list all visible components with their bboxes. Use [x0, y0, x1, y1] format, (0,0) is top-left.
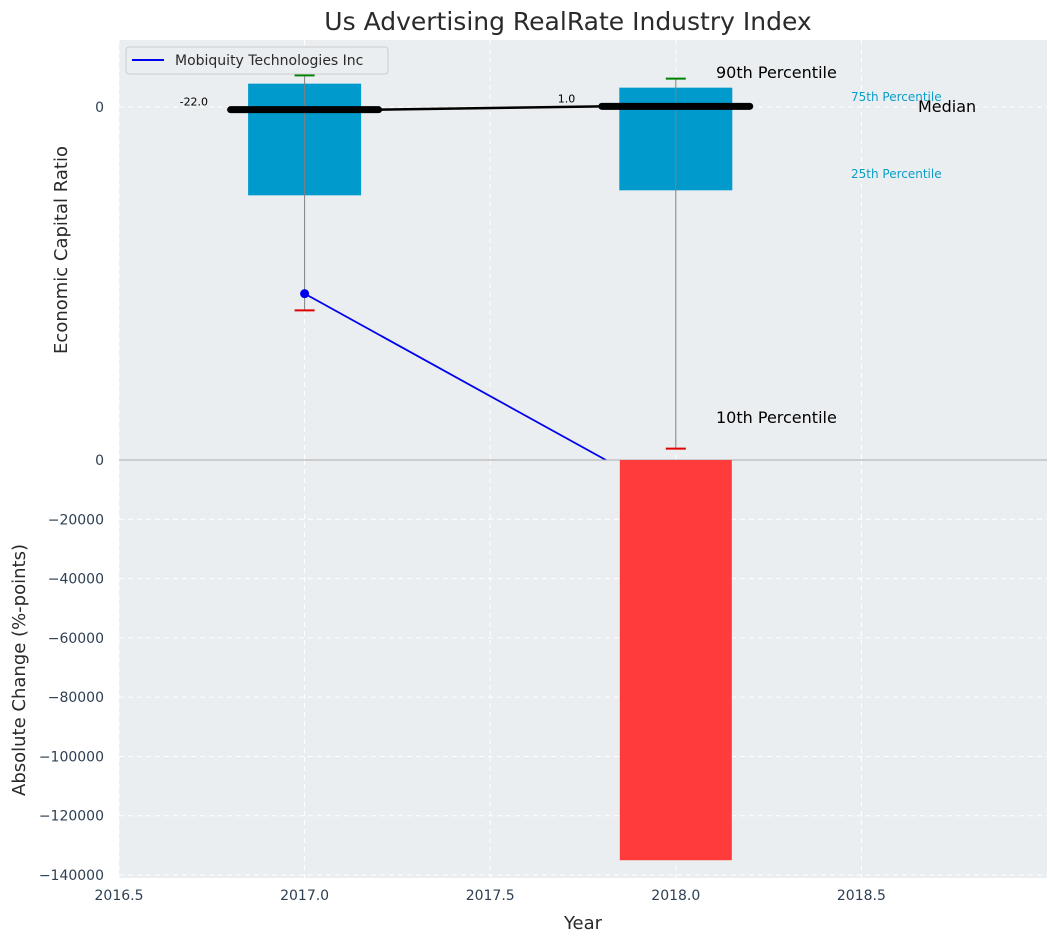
bottom-y-tick-label: −100000	[39, 749, 104, 765]
legend-series-label: Mobiquity Technologies Inc	[175, 53, 363, 69]
x-tick-label: 2018.0	[651, 888, 700, 904]
legend: Mobiquity Technologies Inc	[125, 46, 389, 75]
annotation-10th: 10th Percentile	[716, 408, 837, 427]
change-bar-0	[619, 460, 732, 861]
top-y-tick-label: 0	[95, 100, 104, 116]
x-ticks: 2016.5 2017.0 2017.5 2018.0 2018.5	[95, 888, 886, 904]
bottom-y-tick-label: −80000	[48, 690, 104, 706]
median-value-label-1: 1.0	[558, 92, 576, 105]
bottom-y-tick-label: −40000	[48, 572, 104, 588]
bottom-bars	[119, 459, 1047, 861]
median-value-label-0: -22.0	[180, 96, 208, 109]
bottom-y-tick-label: −60000	[48, 631, 104, 647]
bottom-y-ticks: 0 −20000 −40000 −60000 −80000 −100000 −120000 −…	[39, 453, 104, 884]
x-tick-label: 2016.5	[95, 888, 144, 904]
median-connector	[378, 105, 602, 111]
annotation-25th: 25th Percentile	[851, 167, 942, 181]
bottom-plot-background	[119, 460, 1047, 878]
bottom-y-tick-label: −120000	[39, 809, 104, 825]
chart-title: Us Advertising RealRate Industry Index	[324, 7, 811, 36]
top-y-ticks: 5000	[95, 100, 104, 116]
bottom-y-tick-label: 0	[95, 453, 104, 469]
bottom-y-tick-label: −140000	[39, 868, 104, 884]
top-percentile-boxes	[227, 74, 754, 450]
x-tick-label: 2017.0	[280, 888, 329, 904]
annotation-median: Median	[918, 97, 976, 116]
bottom-y-axis-label: Absolute Change (%-points)	[9, 544, 30, 796]
series-point-0	[300, 289, 310, 299]
top-y-axis-label: Economic Capital Ratio	[51, 146, 72, 354]
top-labels: -22.0 1.0 90th Percentile 75th PercentileMe…	[180, 63, 977, 427]
annotation-75th: 75th Percentile	[851, 90, 942, 104]
x-tick-label: 2017.5	[466, 888, 515, 904]
bottom-y-tick-label: −20000	[48, 512, 104, 528]
annotation-90th: 90th Percentile	[716, 63, 837, 82]
x-axis-label: Year	[563, 913, 603, 934]
x-tick-label: 2018.5	[837, 888, 886, 904]
legend-box	[125, 46, 389, 75]
